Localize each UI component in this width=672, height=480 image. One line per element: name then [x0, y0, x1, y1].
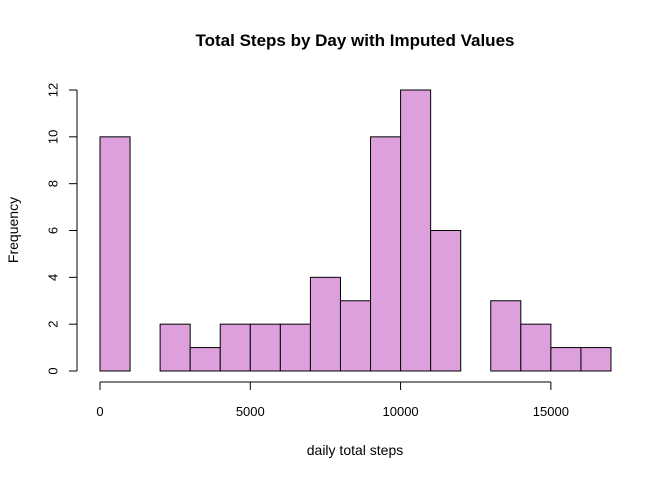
bars-group — [99, 89, 612, 372]
histogram-bar — [520, 323, 552, 372]
histogram-bar — [400, 89, 432, 372]
y-tick-label: 12 — [46, 83, 61, 97]
y-tick-label: 10 — [46, 130, 61, 144]
x-tick-label: 15000 — [533, 404, 569, 419]
y-tick-label: 8 — [46, 180, 61, 187]
histogram-bar — [249, 323, 281, 372]
histogram-bar — [339, 300, 372, 372]
y-tick-label: 0 — [46, 367, 61, 374]
histogram-bar — [309, 276, 341, 372]
histogram-bar — [490, 300, 522, 372]
histogram-bar — [430, 230, 462, 372]
x-axis: 0 5000 10000 15000 — [96, 381, 569, 419]
histogram-bar — [580, 347, 612, 372]
y-tick-label: 4 — [46, 274, 61, 281]
y-axis: 0 2 4 6 8 10 12 — [46, 83, 78, 375]
y-axis-label: Frequency — [5, 197, 21, 263]
histogram-bar — [219, 323, 251, 372]
histogram-bar — [189, 347, 221, 372]
x-tick-label: 0 — [96, 404, 103, 419]
histogram-bar — [279, 323, 311, 372]
x-axis-label: daily total steps — [307, 442, 404, 458]
histogram-bar — [159, 323, 191, 372]
y-tick-label: 2 — [46, 321, 61, 328]
x-tick-label: 5000 — [236, 404, 265, 419]
y-tick-label: 6 — [46, 227, 61, 234]
chart-title: Total Steps by Day with Imputed Values — [196, 31, 515, 50]
histogram-bar — [99, 136, 131, 372]
x-tick-label: 10000 — [383, 404, 419, 419]
histogram-bar — [550, 347, 582, 372]
histogram-bar — [370, 136, 402, 372]
